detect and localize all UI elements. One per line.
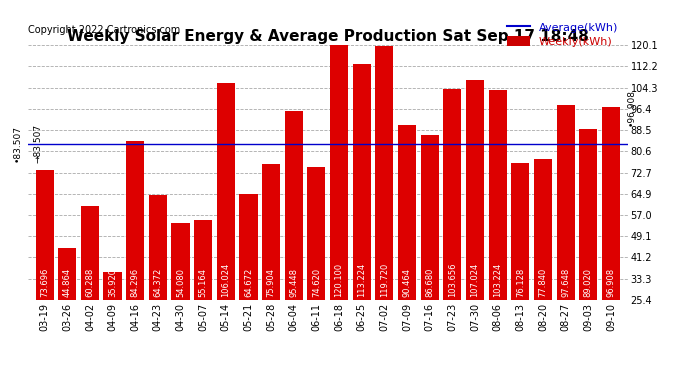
- Bar: [443, 89, 462, 300]
- Text: 75.904: 75.904: [266, 268, 275, 297]
- Bar: [194, 220, 213, 300]
- Text: 54.080: 54.080: [176, 268, 185, 297]
- Bar: [262, 164, 280, 300]
- Bar: [330, 45, 348, 300]
- Text: →83.507: →83.507: [33, 124, 42, 163]
- Bar: [511, 164, 529, 300]
- Text: 90.464: 90.464: [402, 268, 411, 297]
- Bar: [35, 170, 54, 300]
- Bar: [489, 90, 506, 300]
- Legend: Average(kWh), Weekly(kWh): Average(kWh), Weekly(kWh): [503, 17, 622, 51]
- Bar: [398, 125, 416, 300]
- Text: 107.024: 107.024: [471, 263, 480, 297]
- Bar: [285, 111, 303, 300]
- Bar: [217, 83, 235, 300]
- Text: 64.672: 64.672: [244, 268, 253, 297]
- Text: 76.128: 76.128: [516, 268, 525, 297]
- Text: •96.908: •96.908: [627, 89, 635, 126]
- Bar: [81, 206, 99, 300]
- Bar: [239, 194, 257, 300]
- Bar: [149, 195, 167, 300]
- Text: 97.648: 97.648: [561, 268, 570, 297]
- Text: 86.680: 86.680: [425, 268, 434, 297]
- Bar: [421, 135, 439, 300]
- Text: 120.100: 120.100: [335, 263, 344, 297]
- Text: 103.656: 103.656: [448, 263, 457, 297]
- Text: 96.908: 96.908: [607, 268, 615, 297]
- Bar: [171, 223, 190, 300]
- Text: 35.920: 35.920: [108, 268, 117, 297]
- Text: 84.296: 84.296: [130, 268, 139, 297]
- Text: •83.507: •83.507: [13, 125, 22, 162]
- Text: 119.720: 119.720: [380, 263, 389, 297]
- Text: 55.164: 55.164: [199, 268, 208, 297]
- Text: 73.696: 73.696: [40, 268, 49, 297]
- Bar: [307, 168, 326, 300]
- Text: Copyright 2022 Cartronics.com: Copyright 2022 Cartronics.com: [28, 25, 180, 35]
- Bar: [126, 141, 144, 300]
- Bar: [104, 272, 121, 300]
- Bar: [534, 159, 552, 300]
- Text: 89.020: 89.020: [584, 268, 593, 297]
- Text: 95.448: 95.448: [289, 268, 298, 297]
- Bar: [557, 105, 575, 300]
- Text: 106.024: 106.024: [221, 263, 230, 297]
- Bar: [602, 108, 620, 300]
- Bar: [375, 46, 393, 300]
- Text: 113.224: 113.224: [357, 263, 366, 297]
- Bar: [58, 248, 77, 300]
- Bar: [579, 129, 598, 300]
- Text: 74.620: 74.620: [312, 268, 321, 297]
- Text: 64.372: 64.372: [153, 268, 162, 297]
- Bar: [466, 80, 484, 300]
- Bar: [353, 63, 371, 300]
- Text: 60.288: 60.288: [86, 268, 95, 297]
- Text: 77.840: 77.840: [538, 268, 547, 297]
- Title: Weekly Solar Energy & Average Production Sat Sep 17 18:48: Weekly Solar Energy & Average Production…: [67, 29, 589, 44]
- Text: 44.864: 44.864: [63, 268, 72, 297]
- Text: 103.224: 103.224: [493, 263, 502, 297]
